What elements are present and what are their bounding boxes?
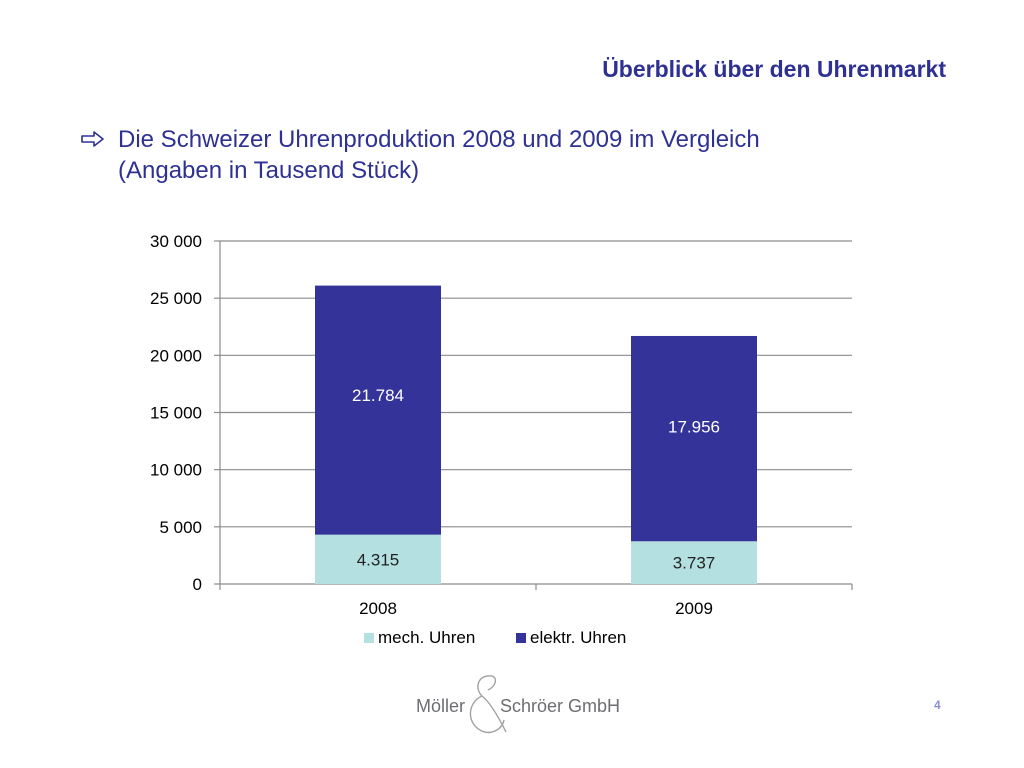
y-tick-label: 20 000 bbox=[150, 346, 202, 365]
y-tick-label: 5 000 bbox=[159, 518, 202, 537]
bullet-item: Die Schweizer Uhrenproduktion 2008 und 2… bbox=[80, 124, 838, 186]
data-label: 21.784 bbox=[352, 386, 404, 405]
bar-mech-2009 bbox=[631, 541, 757, 584]
y-tick-label: 10 000 bbox=[150, 461, 202, 480]
bullet-text: Die Schweizer Uhrenproduktion 2008 und 2… bbox=[118, 124, 838, 186]
y-tick-label: 25 000 bbox=[150, 289, 202, 308]
legend-label-mech: mech. Uhren bbox=[378, 628, 475, 647]
bullet-line-1: Die Schweizer Uhrenproduktion 2008 und 2… bbox=[118, 126, 760, 153]
y-tick-label: 15 000 bbox=[150, 404, 202, 423]
logo-text-left: Möller bbox=[416, 696, 466, 716]
bar-elektr-2008 bbox=[315, 285, 441, 535]
bar-elektr-2009 bbox=[631, 335, 757, 542]
x-tick-label: 2009 bbox=[675, 599, 713, 618]
legend-swatch-mech bbox=[364, 633, 374, 643]
data-label: 4.315 bbox=[357, 550, 400, 569]
y-tick-label: 0 bbox=[193, 575, 202, 594]
bullet-line-2: (Angaben in Tausend Stück) bbox=[118, 157, 420, 184]
x-tick-label: 2008 bbox=[359, 599, 397, 618]
page-number: 4 bbox=[934, 698, 941, 712]
ampersand-logo-mark bbox=[469, 675, 507, 734]
arrow-right-icon bbox=[81, 131, 104, 147]
company-logo: Möller Schröer GmbH bbox=[410, 672, 630, 742]
bar-mech-2008 bbox=[315, 534, 441, 584]
legend-swatch-elektr bbox=[516, 633, 526, 643]
data-label: 17.956 bbox=[668, 417, 720, 436]
legend-label-elektr: elektr. Uhren bbox=[530, 628, 626, 647]
data-label: 3.737 bbox=[673, 554, 716, 573]
y-tick-label: 30 000 bbox=[150, 232, 202, 251]
slide-title: Überblick über den Uhrenmarkt bbox=[602, 56, 946, 82]
logo-text-right: Schröer GmbH bbox=[500, 696, 621, 716]
